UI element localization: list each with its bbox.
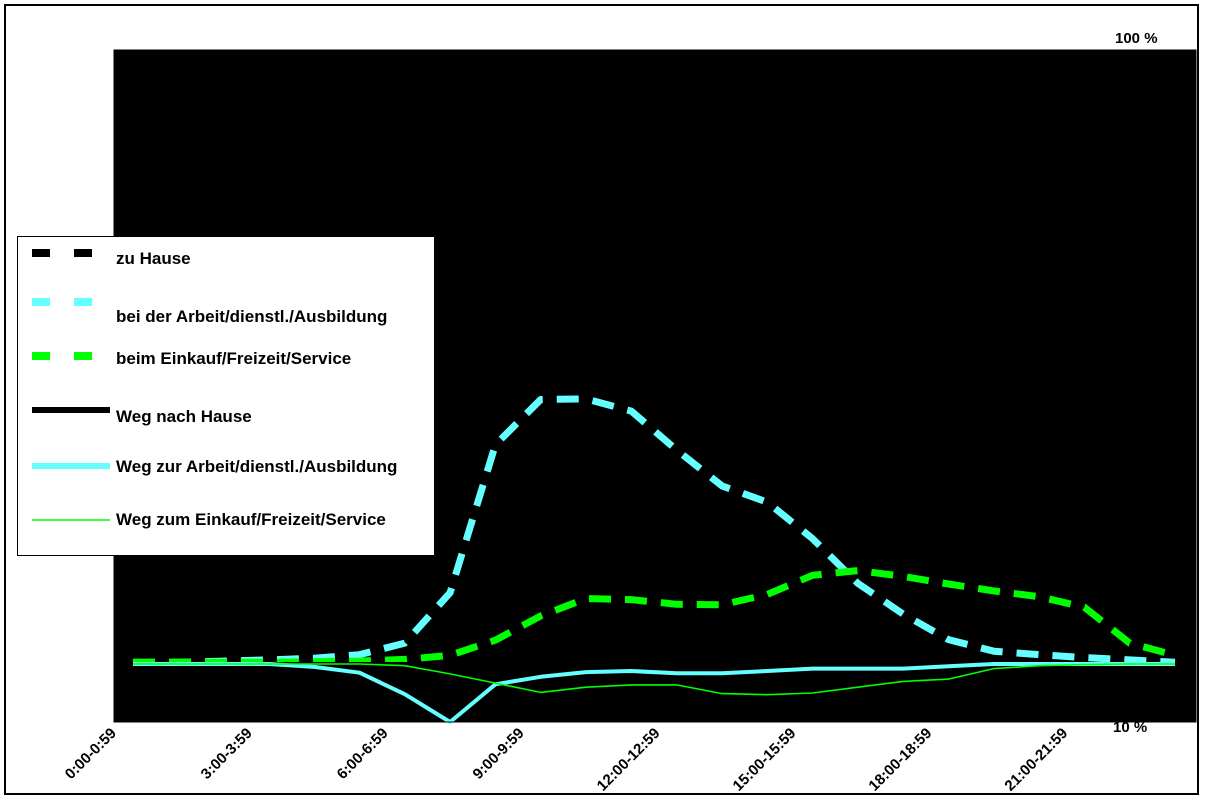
x-tick-label: 9:00-9:59: [470, 725, 528, 783]
legend: zu Hause bei der Arbeit/dienstl./Ausbildu…: [17, 236, 435, 556]
legend-label-4: Weg nach Hause: [116, 407, 252, 426]
series-line-5: [133, 662, 1175, 724]
legend-swatch-4: [32, 407, 110, 413]
legend-swatch-2: [32, 298, 110, 306]
x-tick-label: 12:00-12:59: [594, 725, 664, 795]
x-tick-label: 0:00-0:59: [62, 725, 120, 783]
series-line-6: [133, 663, 1175, 696]
legend-swatch-1: [32, 249, 110, 257]
series-line-2: [133, 395, 1176, 666]
legend-swatch-3: [32, 352, 110, 360]
legend-swatch-6: [32, 519, 110, 521]
x-tick-label: 15:00-15:59: [730, 725, 800, 795]
x-axis-ticks: 0:00-0:59 3:00-3:59 6:00-6:59 9:00-9:59 12:0…: [62, 725, 1071, 795]
legend-label-2: bei der Arbeit/dienstl./Ausbildung: [116, 307, 388, 326]
x-tick-label: 6:00-6:59: [334, 725, 392, 783]
x-tick-label: 3:00-3:59: [198, 725, 256, 783]
legend-label-3: beim Einkauf/Freizeit/Service: [116, 349, 352, 368]
legend-label-6: Weg zum Einkauf/Freizeit/Service: [116, 510, 386, 529]
x-tick-label: 21:00-21:59: [1001, 725, 1071, 795]
legend-label-1: zu Hause: [116, 249, 191, 268]
legend-swatch-5: [32, 463, 110, 469]
y-axis-top-label: 100 %: [1115, 30, 1158, 47]
y-axis-bottom-label: 10 %: [1113, 719, 1147, 736]
legend-label-5: Weg zur Arbeit/dienstl./Ausbildung: [116, 457, 398, 476]
x-tick-label: 18:00-18:59: [865, 725, 935, 795]
